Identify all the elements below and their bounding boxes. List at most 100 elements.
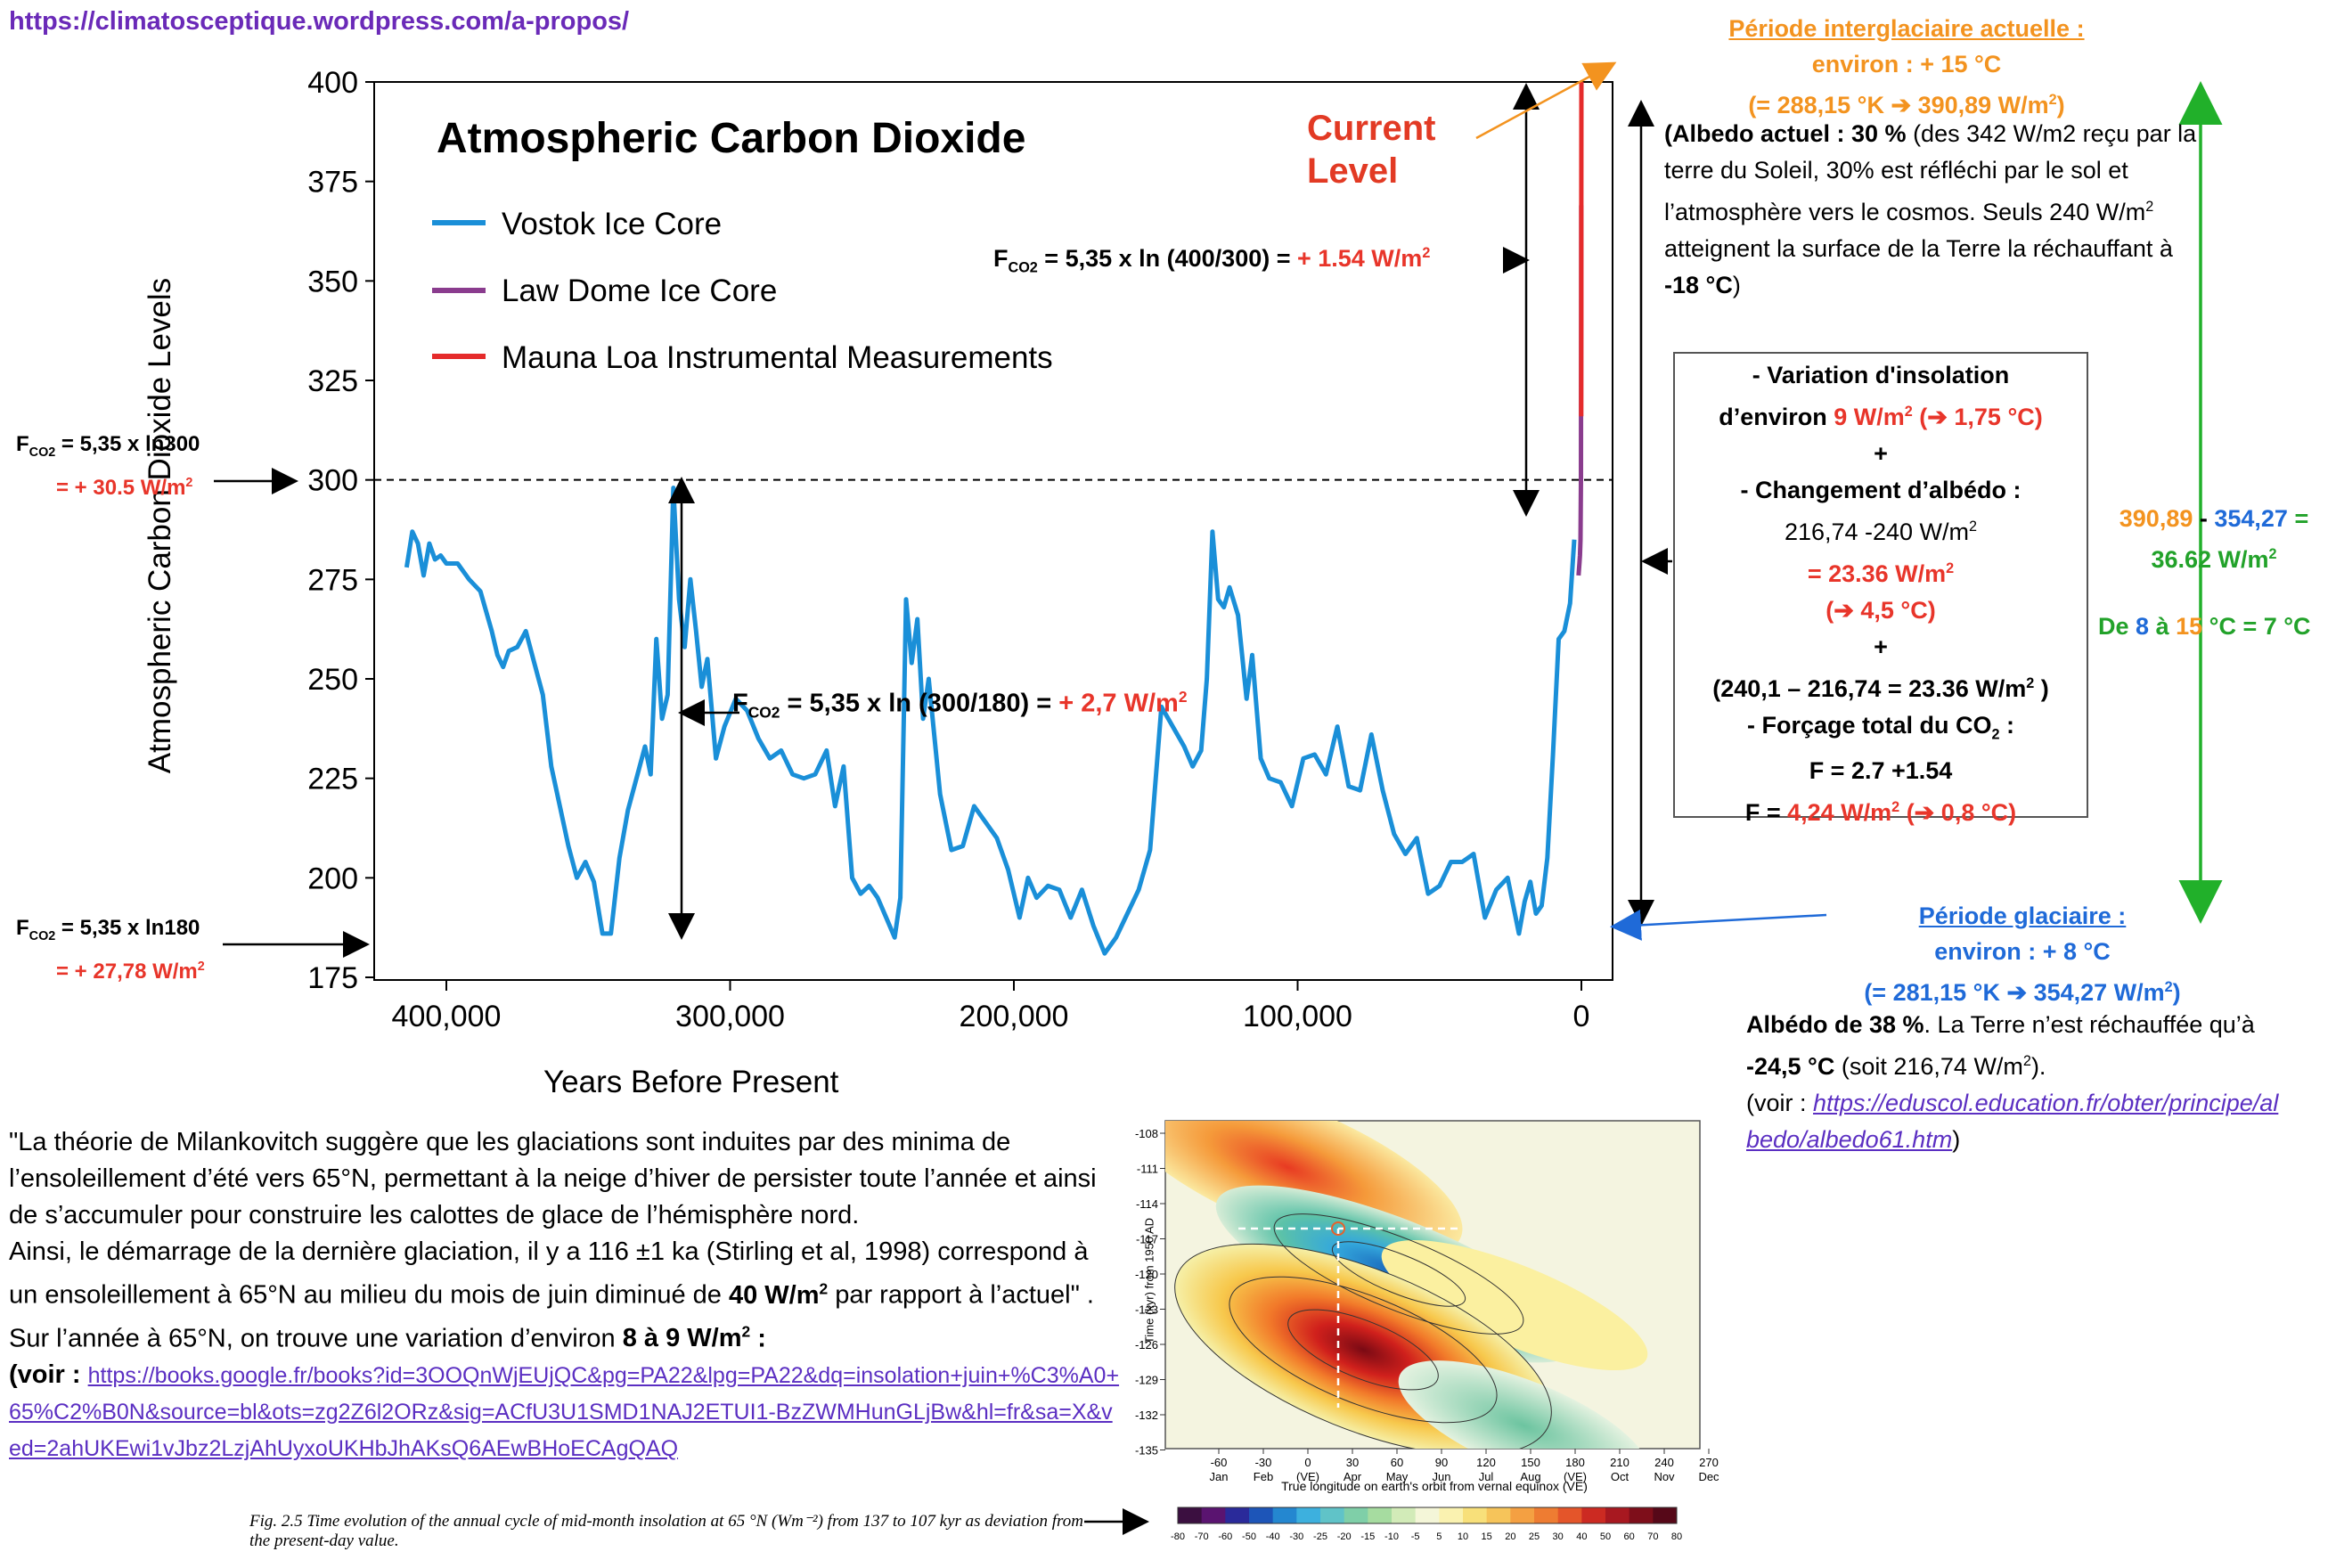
inset-x-tick-label: 60 <box>1391 1456 1403 1469</box>
colorbar-swatch <box>1392 1507 1417 1523</box>
colorbar-label: -30 <box>1289 1531 1303 1542</box>
series-line-0 <box>404 486 1577 956</box>
legend-maunaloa: Mauna Loa Instrumental Measurements <box>502 340 1053 375</box>
colorbar-swatch <box>1510 1507 1535 1523</box>
glacial-header: Période glaciaire : environ : + 8 °C (= … <box>1864 902 2181 1006</box>
plot-frame <box>373 81 1613 981</box>
colorbar-swatch <box>1534 1507 1559 1523</box>
colorbar-swatch <box>1320 1507 1345 1523</box>
colorbar-swatch <box>1178 1507 1203 1523</box>
colorbar-label: 80 <box>1671 1531 1682 1542</box>
colorbar-label: 20 <box>1505 1531 1515 1542</box>
inset-month-label: Jul <box>1479 1470 1494 1483</box>
inset-x-tick-label: 210 <box>1610 1456 1629 1469</box>
inset-month-label: May <box>1386 1470 1409 1483</box>
x-axis-title: Years Before Present <box>543 1065 839 1099</box>
inset-y-tick-label: -111 <box>1137 1163 1158 1176</box>
colorbar-swatch <box>1463 1507 1488 1523</box>
colorbar-label: -50 <box>1242 1531 1256 1542</box>
series-line-1 <box>1576 205 1584 576</box>
colorbar-label: -10 <box>1384 1531 1399 1542</box>
legend-lawdome: Law Dome Ice Core <box>502 274 778 308</box>
temp-range: De 8 à 15 °C = 7 °C <box>2098 613 2311 640</box>
y-tick-label: 275 <box>307 563 358 597</box>
colorbar-swatch <box>1415 1507 1440 1523</box>
y-tick-label: 300 <box>307 464 358 498</box>
colorbar-swatch <box>1581 1507 1606 1523</box>
colorbar-label: 40 <box>1576 1531 1587 1542</box>
insolation-inset: -108 -111 -114 -117 -120 -123 -126 -129 -132 -135… <box>1135 1120 1719 1542</box>
inset-x-tick-label: -30 <box>1255 1456 1272 1469</box>
inset-month-label: (VE) <box>1564 1470 1587 1483</box>
chart-title: Atmospheric Carbon Dioxide <box>437 115 1026 162</box>
colorbar-swatch <box>1605 1507 1630 1523</box>
colorbar-label: -20 <box>1337 1531 1352 1542</box>
x-tick-label: 100,000 <box>1243 1000 1352 1033</box>
y-axis-title: Atmospheric Carbon Dioxide Levels <box>143 277 177 774</box>
inset-month-label: Jan <box>1210 1470 1229 1483</box>
google-books-link[interactable]: https://books.google.fr/books?id=3OOQnWj… <box>9 1363 1120 1462</box>
x-tick-label: 200,000 <box>960 1000 1069 1033</box>
colorbar-swatch <box>1225 1507 1250 1523</box>
legend-vostok: Vostok Ice Core <box>502 207 723 241</box>
inset-x-tick-label: 90 <box>1435 1456 1448 1469</box>
inset-y-tick-label: -129 <box>1135 1374 1158 1387</box>
y-tick-label: 325 <box>307 364 358 398</box>
colorbar-swatch <box>1201 1507 1226 1523</box>
colorbar-swatch <box>1368 1507 1393 1523</box>
milankovitch-quote: "La théorie de Milankovitch suggère que … <box>9 1128 1120 1462</box>
inset-x-tick-label: 120 <box>1476 1456 1496 1469</box>
colorbar-label: 10 <box>1458 1531 1468 1542</box>
colorbar-label: -5 <box>1411 1531 1420 1542</box>
fco2-400-300: FCO2 = 5,35 x ln (400/300) = + 1.54 W/m2 <box>993 245 1431 276</box>
colorbar-label: -80 <box>1171 1531 1185 1542</box>
y-tick-label: 225 <box>307 763 358 796</box>
y-tick-label: 350 <box>307 265 358 298</box>
inset-x-tick-label: 0 <box>1304 1456 1311 1469</box>
colorbar-frame <box>1177 1507 1678 1524</box>
inset-month-label: Aug <box>1520 1470 1540 1483</box>
y-tick-label: 200 <box>307 862 358 895</box>
x-tick-label: 400,000 <box>392 1000 502 1033</box>
colorbar-label: 70 <box>1647 1531 1658 1542</box>
colorbar-label: 5 <box>1436 1531 1442 1542</box>
y-tick-label: 400 <box>307 66 358 100</box>
inset-y-tick-label: -120 <box>1135 1268 1158 1281</box>
eduscol-link[interactable]: https://eduscol.education.fr/obter/princ… <box>1746 1090 2279 1153</box>
inset-x-tick-label: 240 <box>1654 1456 1674 1469</box>
arrow-orange <box>1475 61 1617 140</box>
inset-x-tick-label: 270 <box>1699 1456 1719 1469</box>
inset-y-tick-label: -108 <box>1135 1127 1158 1140</box>
colorbar-swatch <box>1653 1507 1678 1523</box>
inset-xlabel: True longitude on earth's orbit from ver… <box>1281 1479 1588 1493</box>
inset-month-label: Nov <box>1654 1470 1675 1483</box>
inset-y-tick-label: -132 <box>1135 1409 1158 1422</box>
inset-y-tick-label: -114 <box>1136 1197 1158 1211</box>
colorbar-label: 15 <box>1482 1531 1492 1542</box>
inset-ylabel: Time (kyr) from 1950 AD <box>1142 1217 1156 1344</box>
colorbar-label: 60 <box>1624 1531 1635 1542</box>
fco2-300-180: FCO2 = 5,35 x ln (300/180) = + 2,7 W/m2 <box>732 688 1188 722</box>
fco2-left-300: FCO2 = 5,35 x ln300 = + 30.5 W/m2 <box>16 432 200 500</box>
inset-month-label: Oct <box>1611 1470 1629 1483</box>
colorbar-swatch <box>1296 1507 1321 1523</box>
colorbar-label: -25 <box>1313 1531 1327 1542</box>
colorbar-label: -70 <box>1195 1531 1209 1542</box>
right-equation: 390,89 - 354,27 = 36.62 W/m2 <box>2119 505 2309 573</box>
inset-month-label: Apr <box>1344 1470 1362 1483</box>
inset-month-label: Feb <box>1254 1470 1273 1483</box>
calculation-box: - Variation d'insolation d’environ 9 W/m… <box>1673 352 2088 826</box>
colorbar-swatch <box>1486 1507 1511 1523</box>
fco2-left-180: FCO2 = 5,35 x ln180 = + 27,78 W/m2 <box>16 916 205 984</box>
colorbar-swatch <box>1629 1507 1654 1523</box>
inset-month-label: (VE) <box>1296 1470 1319 1483</box>
colorbar-label: 30 <box>1553 1531 1564 1542</box>
x-tick-label: 300,000 <box>675 1000 785 1033</box>
colorbar-label: -60 <box>1218 1531 1232 1542</box>
colorbar-swatch <box>1272 1507 1297 1523</box>
colorbar-swatch <box>1557 1507 1582 1523</box>
colorbar-label: -40 <box>1266 1531 1280 1542</box>
source-link[interactable]: https://climatosceptique.wordpress.com/a… <box>9 7 630 36</box>
y-tick-label: 250 <box>307 663 358 697</box>
inset-y-tick-label: -117 <box>1136 1233 1158 1246</box>
